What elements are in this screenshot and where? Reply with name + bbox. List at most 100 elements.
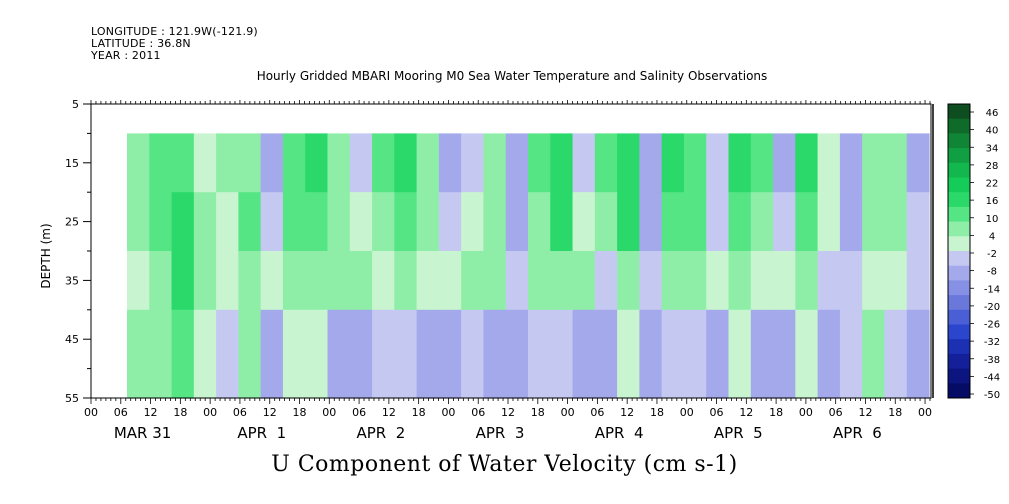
heatmap-cell [394,133,418,193]
heatmap-cell [305,133,329,193]
heatmap-cell [438,251,462,311]
heatmap-cell [238,309,262,399]
heatmap-cell [773,251,796,311]
heatmap-cell [171,251,195,311]
heatmap-cell [372,192,395,252]
heatmap-cell [639,309,663,399]
x-tick-label: 12 [263,406,277,419]
heatmap-cell [750,309,774,399]
colorbar-swatch [948,148,970,164]
heatmap-cell [661,309,685,399]
colorbar-swatch [948,265,970,281]
x-tick-label: 00 [680,406,694,419]
heatmap-cell [349,192,373,252]
x-tick-label: 06 [233,406,247,419]
heatmap-cell [193,133,217,193]
x-tick-label: 18 [531,406,545,419]
heatmap-cell [750,251,774,311]
colorbar-label: -26 [984,320,1000,331]
y-tick-label: 15 [65,157,79,170]
x-day-label: MAR 31 [114,424,171,442]
x-tick-label: 00 [799,406,813,419]
heatmap-cell [839,309,863,399]
heatmap-cell [706,192,730,252]
heatmap-cell [817,251,841,311]
x-tick-label: 18 [293,406,307,419]
x-tick-label: 18 [888,406,902,419]
colorbar-swatch [948,353,970,370]
heatmap-cell [884,251,908,311]
heatmap-cell [282,192,306,252]
heatmap-cell [505,251,529,311]
x-tick-label: 06 [829,406,843,419]
axes: 00 06 12 18 00 06 12 18 00 06 12 18 00 06 12 18 00 06 12 18… [65,98,934,442]
heatmap-cell [438,192,462,252]
heatmap-cell [795,309,819,399]
heatmap-cell [127,133,150,193]
heatmap-cell [327,133,351,193]
colorbar-label: -2 [987,249,997,260]
heatmap-cell [572,192,596,252]
heatmap-cell [416,133,440,193]
heatmap-cell [372,133,395,193]
heatmap-cell [438,309,462,399]
heatmap-cell [661,192,685,252]
heatmap-cell [839,133,863,193]
x-tick-label: 00 [203,406,217,419]
x-tick-label: 06 [710,406,724,419]
heatmap-cell [817,309,841,399]
heatmap-cell [260,133,284,193]
heatmap-cell [327,309,351,399]
heatmap-cell [817,133,841,193]
heatmap-cell [505,133,529,193]
heatmap-cell [862,192,886,252]
heatmap-cell [884,309,908,399]
x-tick-label: 06 [471,406,485,419]
heatmap-cell [906,309,930,399]
x-tick-label: 06 [352,406,366,419]
heatmap-cell [884,192,908,252]
heatmap-cell [706,133,730,193]
colorbar-label: 16 [986,196,999,207]
x-tick-label: 12 [144,406,158,419]
heatmap-cell [216,309,239,399]
heatmap-cell [906,192,930,252]
x-tick-label: 18 [650,406,664,419]
heatmap-cell [305,309,329,399]
bottom-title: U Component of Water Velocity (cm s-1) [271,452,738,477]
colorbar: 46 40 34 28 22 16 10 4 -2 -8 -14 -20 -26 -32 -38 -44 -50 [947,103,1000,401]
heatmap-cell [839,192,863,252]
heatmap-cell [505,192,529,252]
colorbar-label: -44 [984,372,1000,383]
heatmap-cell [461,309,485,399]
heatmap-cell [193,309,217,399]
colorbar-swatch [948,309,970,325]
heatmap-cell [617,133,640,193]
x-day-label: APR 3 [476,424,525,442]
longitude-label: LONGITUDE : 121.9W(-121.9) [91,25,258,38]
colorbar-label: -50 [984,390,1000,401]
heatmap-cell [550,192,574,252]
heatmap-cell [839,251,863,311]
y-tick-label: 35 [65,274,79,287]
heatmap-cell [416,309,440,399]
heatmap-cell [238,251,262,311]
x-tick-label: 00 [441,406,455,419]
heatmap-cell [282,133,306,193]
heatmap-cell [238,192,262,252]
chart-title: Hourly Gridded MBARI Mooring M0 Sea Wate… [257,69,768,83]
colorbar-swatch [948,295,970,311]
heatmap-cell [594,192,618,252]
heatmap-cell [550,251,574,311]
heatmap-cell [282,251,306,311]
heatmap-cell [594,251,618,311]
heatmap-cell [216,251,239,311]
heatmap-cell [884,133,908,193]
x-day-label: APR 1 [237,424,286,442]
heatmap-cell [728,309,752,399]
heatmap-cell [594,133,618,193]
heatmap-cell [483,192,507,252]
x-tick-label: 00 [918,406,932,419]
heatmap-cell [795,133,819,193]
heatmap-cell [572,133,596,193]
